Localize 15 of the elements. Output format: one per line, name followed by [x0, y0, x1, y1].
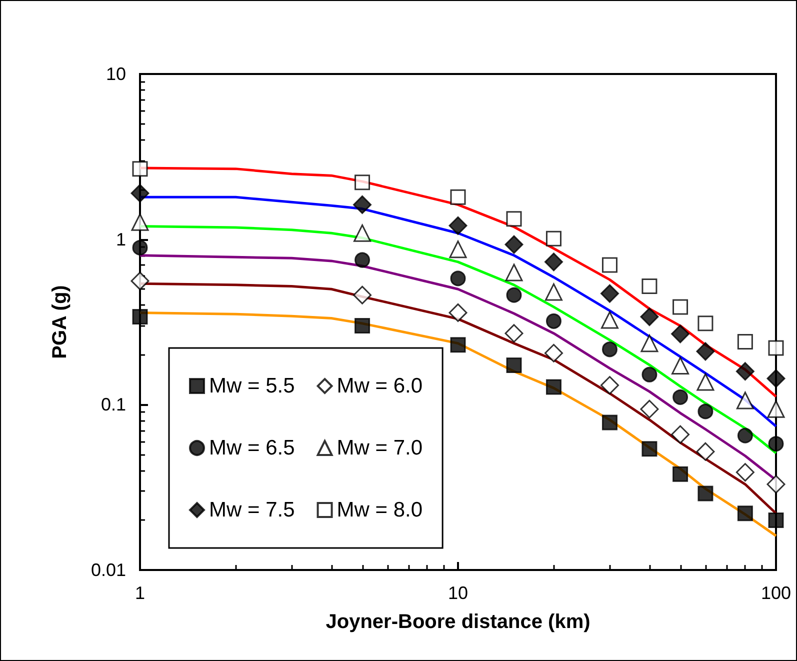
x-axis-title: Joyner-Boore distance (km) [326, 611, 590, 633]
legend-label: Mw = 8.0 [336, 498, 423, 522]
legend-label: Mw = 6.0 [336, 374, 423, 398]
y-axis-title: PGA (g) [49, 285, 71, 359]
y-tick-label: 10 [106, 64, 126, 84]
x-tick-label: 1 [134, 583, 146, 603]
x-tick-label: 100 [760, 583, 792, 603]
legend-label: Mw = 6.5 [209, 436, 295, 460]
y-tick-label: 0.01 [90, 560, 126, 580]
x-tick-label: 10 [448, 583, 468, 603]
legend-label: Mw = 7.5 [209, 498, 295, 522]
y-tick-label: 1 [116, 229, 126, 250]
legend-label: Mw = 5.5 [209, 374, 295, 398]
y-tick-label: 0.1 [100, 394, 126, 415]
legend-label: Mw = 7.0 [336, 436, 423, 460]
